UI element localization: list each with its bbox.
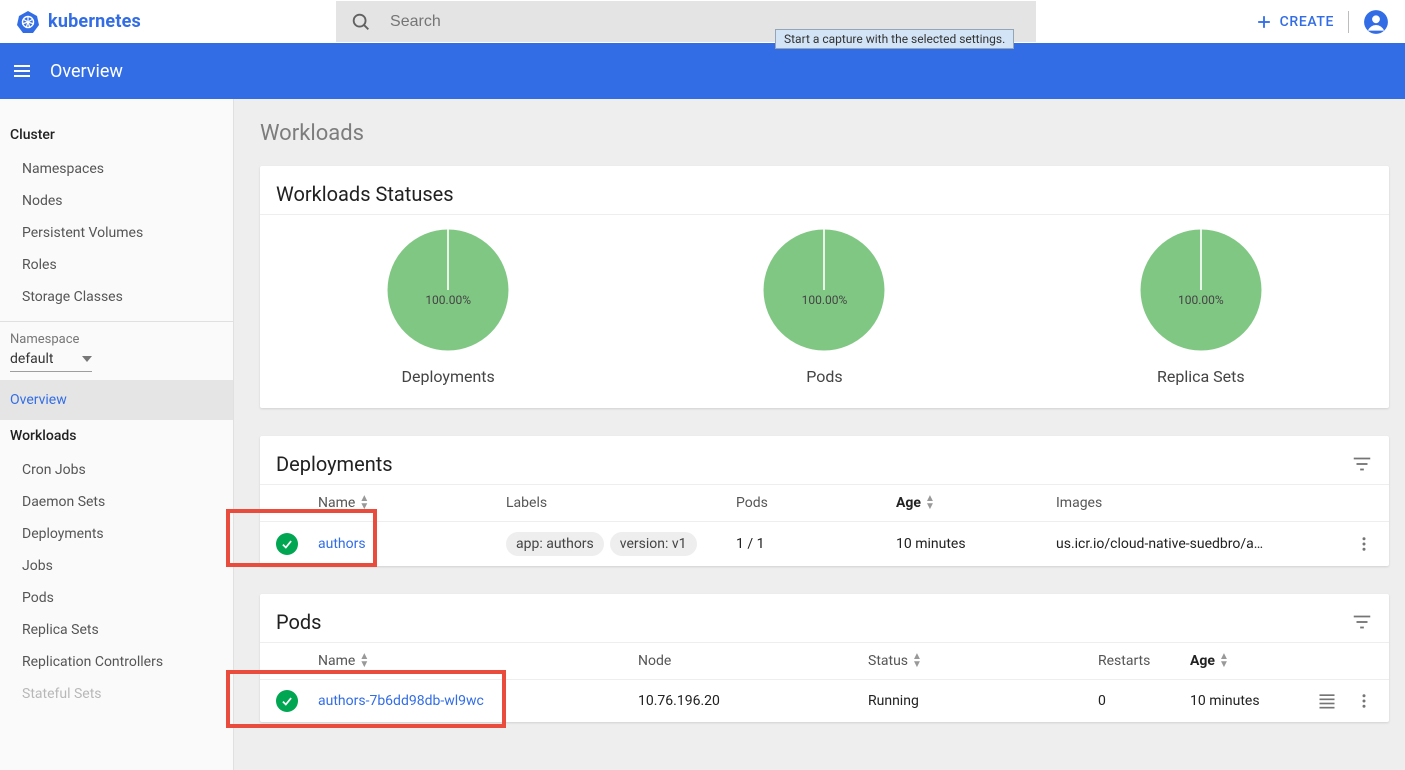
- sidebar-item-roles[interactable]: Roles: [0, 249, 233, 281]
- menu-icon[interactable]: [10, 59, 34, 83]
- page-title: Workloads: [260, 121, 1389, 146]
- capture-tooltip: Start a capture with the selected settin…: [775, 29, 1014, 49]
- pie-chart-icon: [1138, 227, 1264, 353]
- cell-pods: 1 / 1: [736, 536, 896, 552]
- brand-logo[interactable]: kubernetes: [16, 10, 141, 34]
- divider: [1348, 11, 1349, 33]
- sidebar-item-overview[interactable]: Overview: [0, 380, 233, 420]
- cell-images: us.icr.io/cloud-native-suedbro/a…: [1056, 536, 1355, 552]
- sidebar-section-workloads: Workloads: [0, 420, 233, 454]
- table-row: authors-7b6dd98db-wl9wc 10.76.196.20 Run…: [260, 679, 1389, 722]
- deployments-card: Deployments Name▲▼ Labels Pods Age▲▼ Ima…: [260, 436, 1389, 566]
- col-restarts[interactable]: Restarts: [1098, 653, 1190, 669]
- pods-table-head: Name▲▼ Node Status▲▼ Restarts Age▲▼: [260, 642, 1389, 679]
- status-pie: 100.00% Pods: [761, 227, 887, 386]
- deployment-link[interactable]: authors: [318, 536, 366, 552]
- pie-chart-icon: [385, 227, 511, 353]
- content-area: Workloads Workloads Statuses 100.00% Dep…: [234, 99, 1405, 770]
- col-images[interactable]: Images: [1056, 495, 1373, 511]
- cell-age: 10 minutes: [896, 536, 1056, 552]
- col-labels[interactable]: Labels: [506, 495, 736, 511]
- filter-icon[interactable]: [1351, 453, 1373, 475]
- sidebar-item-replication-controllers[interactable]: Replication Controllers: [0, 646, 233, 678]
- status-label: Deployments: [402, 367, 495, 386]
- more-icon[interactable]: [1355, 692, 1373, 710]
- status-pie: 100.00% Deployments: [385, 227, 511, 386]
- create-label: CREATE: [1280, 14, 1334, 30]
- namespace-value: default: [10, 351, 54, 367]
- namespace-select[interactable]: default: [0, 351, 233, 380]
- cell-restarts: 0: [1098, 693, 1190, 709]
- namespace-label: Namespace: [0, 322, 233, 351]
- col-node[interactable]: Node: [638, 653, 868, 669]
- sidebar-item-replica-sets[interactable]: Replica Sets: [0, 614, 233, 646]
- col-name[interactable]: Name: [318, 495, 355, 511]
- topbar-right: CREATE: [1254, 9, 1389, 35]
- sidebar-item-daemon-sets[interactable]: Daemon Sets: [0, 486, 233, 518]
- col-status[interactable]: Status: [868, 653, 908, 669]
- sidebar-item-stateful-sets[interactable]: Stateful Sets: [0, 678, 233, 710]
- sidebar-item-storage-classes[interactable]: Storage Classes: [0, 281, 233, 313]
- logs-icon[interactable]: [1317, 691, 1337, 711]
- search-icon: [350, 11, 372, 33]
- plus-icon: [1254, 12, 1274, 32]
- status-label: Replica Sets: [1157, 367, 1245, 386]
- deployments-title: Deployments: [276, 452, 393, 476]
- cell-status: Running: [868, 693, 1098, 709]
- page-breadcrumb: Overview: [50, 61, 123, 82]
- sidebar: Cluster Namespaces Nodes Persistent Volu…: [0, 99, 234, 770]
- col-pods[interactable]: Pods: [736, 495, 896, 511]
- blue-bar: Overview: [0, 43, 1405, 99]
- pie-chart-icon: [761, 227, 887, 353]
- col-age[interactable]: Age: [896, 495, 921, 511]
- filter-icon[interactable]: [1351, 611, 1373, 633]
- col-age[interactable]: Age: [1190, 653, 1215, 669]
- statuses-card: Workloads Statuses 100.00% Deployments 1…: [260, 166, 1389, 408]
- pod-link[interactable]: authors-7b6dd98db-wl9wc: [318, 693, 484, 709]
- statuses-title: Workloads Statuses: [276, 182, 454, 206]
- col-name[interactable]: Name: [318, 653, 355, 669]
- pods-card: Pods Name▲▼ Node Status▲▼ Restarts Age▲▼…: [260, 594, 1389, 722]
- cell-age: 10 minutes: [1190, 693, 1300, 709]
- create-button[interactable]: CREATE: [1254, 12, 1334, 32]
- user-icon[interactable]: [1363, 9, 1389, 35]
- label-chip: version: v1: [610, 532, 697, 556]
- deployments-table-head: Name▲▼ Labels Pods Age▲▼ Images: [260, 484, 1389, 521]
- label-chip: app: authors: [506, 532, 604, 556]
- status-label: Pods: [806, 367, 842, 386]
- status-ok-icon: [276, 690, 298, 712]
- top-bar: kubernetes CREATE Start a capture with t…: [0, 0, 1405, 43]
- brand-name: kubernetes: [48, 11, 141, 32]
- status-pie: 100.00% Replica Sets: [1138, 227, 1264, 386]
- sidebar-item-deployments[interactable]: Deployments: [0, 518, 233, 550]
- more-icon[interactable]: [1355, 535, 1373, 553]
- table-row: authors app: authorsversion: v1 1 / 1 10…: [260, 521, 1389, 566]
- sidebar-item-pods[interactable]: Pods: [0, 582, 233, 614]
- search-input[interactable]: [390, 13, 1022, 31]
- sidebar-item-namespaces[interactable]: Namespaces: [0, 153, 233, 185]
- sidebar-item-nodes[interactable]: Nodes: [0, 185, 233, 217]
- sidebar-section-cluster: Cluster: [0, 119, 233, 153]
- pie-pct: 100.00%: [1138, 293, 1264, 307]
- sidebar-item-persistent-volumes[interactable]: Persistent Volumes: [0, 217, 233, 249]
- kubernetes-icon: [16, 10, 40, 34]
- cell-node: 10.76.196.20: [638, 693, 868, 709]
- pie-pct: 100.00%: [761, 293, 887, 307]
- pie-pct: 100.00%: [385, 293, 511, 307]
- sidebar-item-jobs[interactable]: Jobs: [0, 550, 233, 582]
- pods-title: Pods: [276, 610, 322, 634]
- status-ok-icon: [276, 533, 298, 555]
- chevron-down-icon: [82, 354, 92, 364]
- sidebar-item-cron-jobs[interactable]: Cron Jobs: [0, 454, 233, 486]
